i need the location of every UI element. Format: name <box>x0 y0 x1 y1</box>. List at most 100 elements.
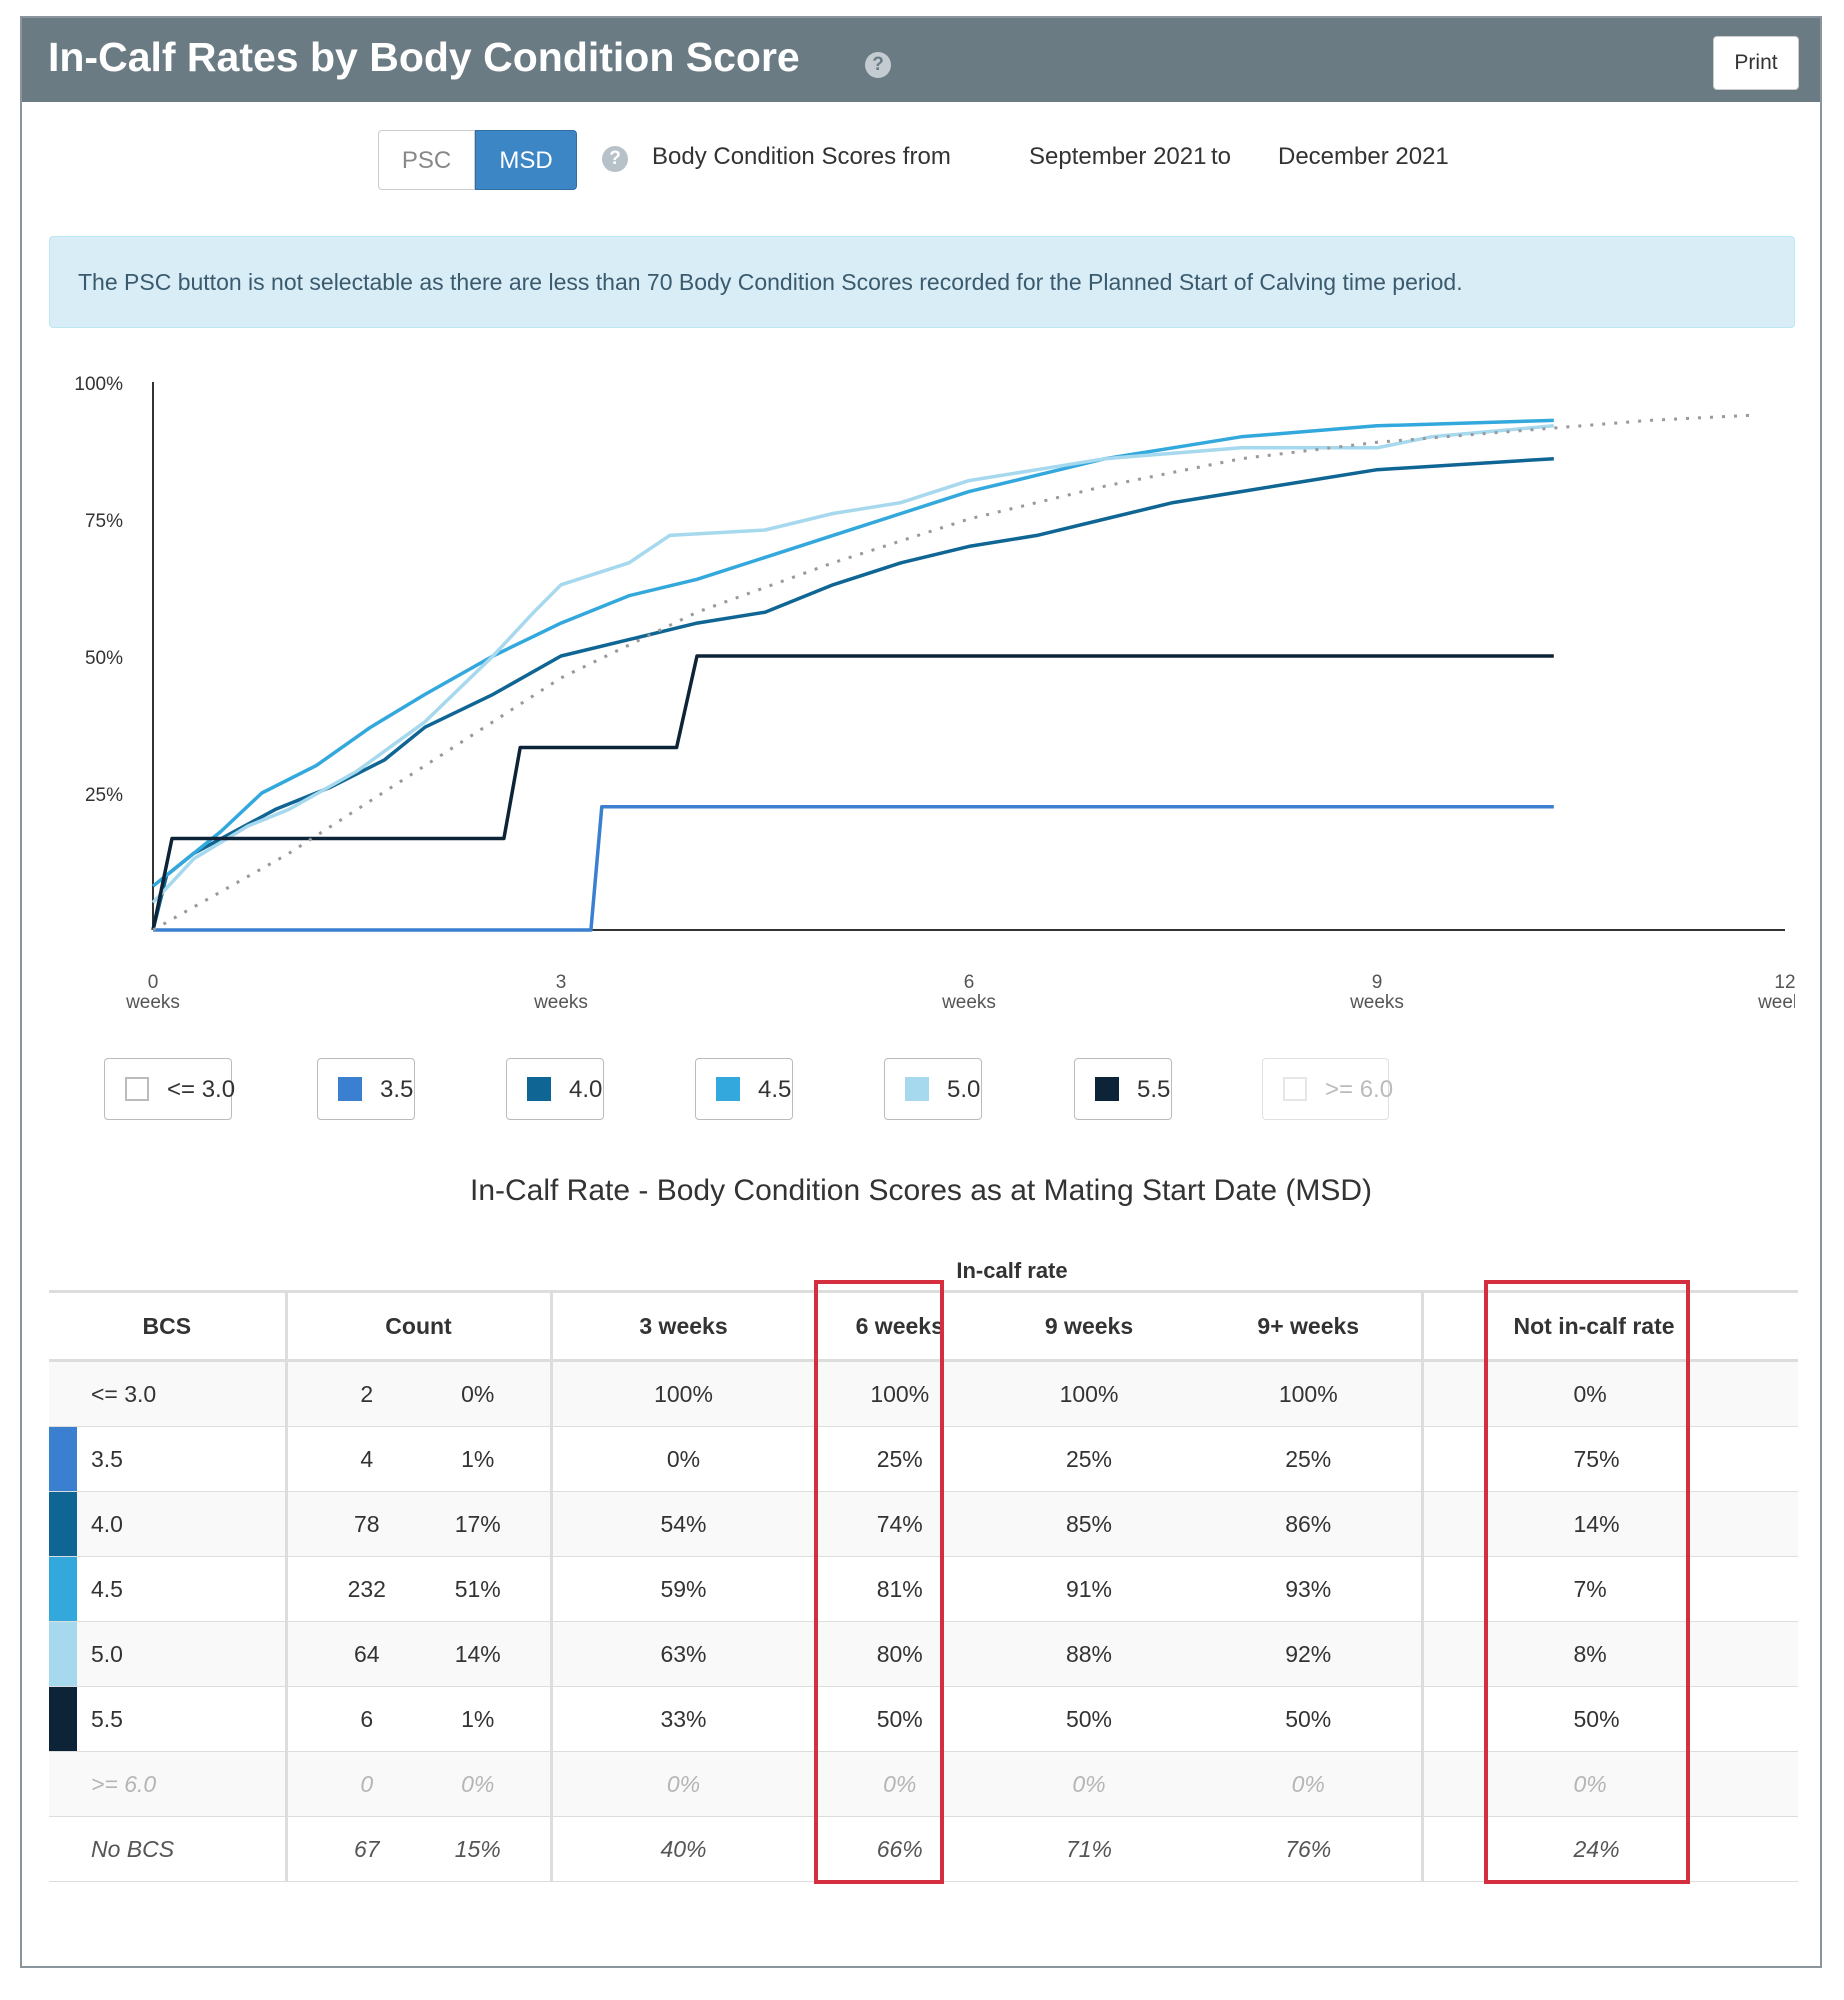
cell-w9: 91% <box>982 1556 1196 1622</box>
cell-w3: 100% <box>551 1360 818 1427</box>
highlight-6-weeks-column <box>814 1280 944 1884</box>
series-line-5-5 <box>151 654 1554 931</box>
cell-w6: 66% <box>816 1816 982 1882</box>
legend-swatch <box>338 1077 362 1101</box>
legend-toggle-5[interactable]: 5.5 <box>1074 1058 1172 1120</box>
in-calf-rate-table: BCS Count 3 weeks 6 weeks 9 weeks 9+ wee… <box>49 1290 1798 1882</box>
bcs-cell: 5.0 <box>49 1621 288 1687</box>
legend-toggle-0[interactable]: <= 3.0 <box>104 1058 236 1120</box>
column-header-9-weeks: 9 weeks <box>982 1290 1196 1362</box>
bcs-color-stripe <box>49 1492 77 1556</box>
cell-pct: 1% <box>406 1686 553 1752</box>
y-tick-label: 100% <box>74 374 123 395</box>
bcs-label: 3.5 <box>91 1445 123 1472</box>
column-header-3-weeks: 3 weeks <box>551 1290 818 1362</box>
legend-label: 5.5 <box>1137 1076 1171 1103</box>
legend-toggle-1[interactable]: 3.5 <box>317 1058 415 1120</box>
cell-count: 6 <box>286 1686 406 1752</box>
legend-swatch <box>905 1077 929 1101</box>
bcs-cell: 4.5 <box>49 1556 288 1622</box>
cell-w6: 0% <box>816 1751 982 1817</box>
cell-w9: 85% <box>982 1491 1196 1557</box>
cell-w6: 81% <box>816 1556 982 1622</box>
bcs-label: 4.5 <box>91 1575 123 1602</box>
cell-w9p: 25% <box>1196 1426 1424 1492</box>
column-header-9-plus-weeks: 9+ weeks <box>1196 1290 1424 1362</box>
x-tick-unit: weeks <box>1757 992 1795 1013</box>
column-header-6-weeks: 6 weeks <box>816 1290 982 1362</box>
legend-label: 5.0 <box>947 1076 981 1103</box>
cell-count: 64 <box>286 1621 406 1687</box>
cell-count: 0 <box>286 1751 406 1817</box>
date-range-to-label: to <box>1211 143 1232 170</box>
cell-pct: 14% <box>406 1621 553 1687</box>
series-line-3-5 <box>153 804 1554 932</box>
cell-pct: 1% <box>406 1426 553 1492</box>
cell-count: 67 <box>286 1816 406 1882</box>
cell-w9: 25% <box>982 1426 1196 1492</box>
series-line-4-0 <box>151 456 1554 931</box>
cell-count: 232 <box>286 1556 406 1622</box>
legend-label: 4.0 <box>569 1076 603 1103</box>
cell-w9p: 93% <box>1196 1556 1424 1622</box>
cell-count: 4 <box>286 1426 406 1492</box>
cell-w9p: 86% <box>1196 1491 1424 1557</box>
cell-count: 78 <box>286 1491 406 1557</box>
cell-w9: 0% <box>982 1751 1196 1817</box>
x-tick-unit: weeks <box>125 992 180 1013</box>
cell-w9: 50% <box>982 1686 1196 1752</box>
question-circle-icon[interactable]: ? <box>602 146 628 172</box>
cell-w6: 80% <box>816 1621 982 1687</box>
legend-toggle-3[interactable]: 4.5 <box>695 1058 793 1120</box>
series-line-5-0 <box>151 424 1554 904</box>
cell-pct: 0% <box>406 1360 553 1427</box>
bcs-color-stripe <box>49 1687 77 1751</box>
bcs-label: >= 6.0 <box>91 1770 157 1797</box>
series-line-trend <box>152 413 1758 932</box>
table-header-row: BCS Count 3 weeks 6 weeks 9 weeks 9+ wee… <box>49 1290 1798 1362</box>
in-calf-bcs-panel: In-Calf Rates by Body Condition Score ? … <box>20 16 1822 1968</box>
x-tick-label: 3 <box>556 972 567 993</box>
legend-swatch <box>1283 1077 1307 1101</box>
legend-swatch <box>527 1077 551 1101</box>
cell-w6: 25% <box>816 1426 982 1492</box>
legend-toggle-2[interactable]: 4.0 <box>506 1058 604 1120</box>
bcs-cell: <= 3.0 <box>49 1360 288 1427</box>
cell-w3: 0% <box>551 1426 818 1492</box>
msd-toggle-button[interactable]: MSD <box>475 130 577 190</box>
bcs-cell: 4.0 <box>49 1491 288 1557</box>
panel-header: In-Calf Rates by Body Condition Score ? … <box>22 18 1820 102</box>
cell-w9: 100% <box>982 1360 1196 1427</box>
legend-label: <= 3.0 <box>167 1076 236 1103</box>
legend-toggle-6[interactable]: >= 6.0 <box>1262 1058 1393 1120</box>
bcs-color-stripe <box>49 1427 77 1491</box>
x-tick-unit: weeks <box>941 992 996 1013</box>
legend-toggle-4[interactable]: 5.0 <box>884 1058 982 1120</box>
bcs-cell: 3.5 <box>49 1426 288 1492</box>
bcs-label: <= 3.0 <box>91 1380 157 1407</box>
x-tick-unit: weeks <box>533 992 588 1013</box>
cell-w3: 63% <box>551 1621 818 1687</box>
cell-w9p: 76% <box>1196 1816 1424 1882</box>
legend-label: >= 6.0 <box>1325 1076 1394 1103</box>
table-row: 3.5 4 1% 0% 25% 25% 25% 75% <box>49 1426 1798 1492</box>
legend-swatch <box>125 1077 149 1101</box>
cell-pct: 17% <box>406 1491 553 1557</box>
bcs-cell: 5.5 <box>49 1686 288 1752</box>
y-tick-label: 75% <box>85 511 123 532</box>
bcs-cell: >= 6.0 <box>49 1751 288 1817</box>
date-range-from-value[interactable]: September 2021 <box>1029 143 1207 170</box>
legend-swatch <box>716 1077 740 1101</box>
cell-w6: 50% <box>816 1686 982 1752</box>
in-calf-rate-chart: 25%50%75%100%0weeks3weeks6weeks9weeks12w… <box>74 374 1795 1013</box>
cell-w9: 71% <box>982 1816 1196 1882</box>
date-range-to-value[interactable]: December 2021 <box>1278 143 1449 170</box>
bcs-label: No BCS <box>91 1835 175 1862</box>
print-button[interactable]: Print <box>1713 36 1799 90</box>
highlight-not-in-calf-column <box>1484 1280 1690 1884</box>
psc-toggle-button[interactable]: PSC <box>378 130 475 190</box>
y-tick-label: 25% <box>85 785 123 806</box>
in-calf-rate-caption: In-calf rate <box>956 1258 1068 1283</box>
cell-pct: 0% <box>406 1751 553 1817</box>
question-circle-icon[interactable]: ? <box>865 52 891 78</box>
